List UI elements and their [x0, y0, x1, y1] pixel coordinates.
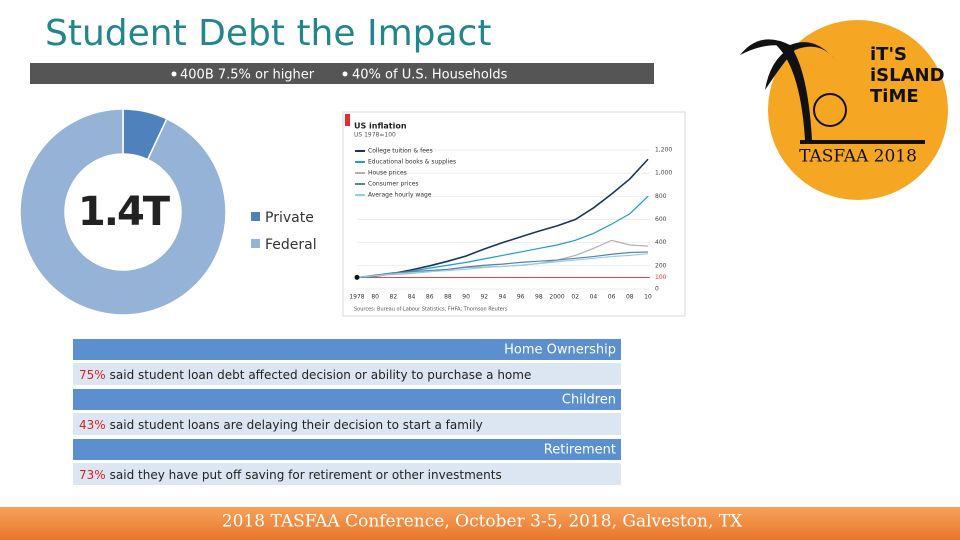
x-tick-label: 08	[626, 294, 634, 301]
ferris-wheel	[813, 93, 847, 127]
legend-label: College tuition & fees	[368, 148, 433, 155]
chart-flag	[345, 114, 350, 126]
logo-line: iSLAND	[870, 65, 945, 86]
banner	[30, 63, 654, 84]
legend-label: Educational books & supplies	[368, 159, 456, 166]
x-tick-label: 04	[590, 294, 598, 301]
x-tick-label: 86	[426, 294, 434, 301]
x-tick-label: 92	[480, 294, 488, 301]
stat-value: 75%	[79, 368, 106, 382]
palm-trunk	[770, 40, 812, 140]
banner-bullet: 40% of U.S. Households	[352, 68, 508, 83]
y-tick-label: 1,200	[655, 147, 672, 154]
logo-line: iT'S	[870, 44, 907, 65]
x-tick-label: 88	[444, 294, 452, 301]
legend-label: Private	[265, 210, 314, 226]
donut-center-label: 1.4T	[78, 189, 171, 235]
x-tick-label: 82	[390, 294, 398, 301]
section-heading: Children	[562, 393, 616, 408]
legend-label: Consumer prices	[368, 181, 419, 188]
section-text: 75% said student loan debt affected decis…	[79, 368, 531, 382]
chart-subtitle: US 1978=100	[354, 132, 396, 139]
stat-text: said student loans are delaying their de…	[110, 418, 483, 432]
section-row	[73, 463, 621, 485]
slide-title: Student Debt the Impact	[45, 13, 491, 54]
banner-bullet: 400B 7.5% or higher	[180, 68, 315, 83]
x-tick-label: 98	[535, 294, 543, 301]
y-tick-label: 0	[655, 286, 659, 293]
section-heading: Home Ownership	[504, 343, 616, 358]
footer-text: 2018 TASFAA Conference, October 3-5, 201…	[222, 512, 743, 532]
y-tick-label: 1,000	[655, 170, 672, 177]
legend-label: House prices	[368, 170, 407, 177]
section-heading: Retirement	[544, 443, 616, 458]
y-tick-label: 400	[655, 239, 667, 246]
stat-value: 73%	[79, 468, 106, 482]
donut-slice	[19, 108, 227, 316]
x-tick-label: 06	[608, 294, 616, 301]
x-tick-label: 02	[571, 294, 579, 301]
y-tick-label: 200	[655, 262, 667, 269]
section-header	[73, 339, 621, 360]
footer-band	[0, 507, 960, 540]
stat-text: said they have put off saving for retire…	[110, 468, 502, 482]
legend-swatch	[251, 239, 260, 248]
x-tick-label: 10	[644, 294, 652, 301]
stat-value: 43%	[79, 418, 106, 432]
y-tick-label: 100	[655, 274, 667, 281]
logo-caption: TASFAA 2018	[799, 147, 917, 167]
legend-swatch	[251, 212, 260, 221]
logo-line: TiME	[870, 86, 919, 107]
chart-source: Sources: Bureau of Labour Statistics; FH…	[354, 307, 508, 313]
section-header	[73, 439, 621, 460]
x-tick-label: 84	[408, 294, 416, 301]
x-tick-label: 94	[499, 294, 507, 301]
pier	[800, 140, 925, 144]
x-tick-label: 90	[462, 294, 470, 301]
legend-label: Federal	[265, 237, 317, 253]
x-tick-label: 80	[371, 294, 379, 301]
series-line	[356, 253, 649, 279]
start-marker	[354, 274, 360, 280]
x-tick-label: 2000	[549, 294, 564, 301]
chart-frame	[342, 111, 686, 317]
logo-circle	[768, 20, 948, 200]
y-tick-label: 600	[655, 216, 667, 223]
section-row	[73, 413, 621, 435]
logo: TASFAA 2018	[740, 20, 948, 200]
x-tick-label: 96	[517, 294, 525, 301]
series-line	[356, 158, 649, 279]
section-text: 43% said student loans are delaying their…	[79, 418, 483, 432]
section-header	[73, 389, 621, 410]
chart-title: US inflation	[354, 122, 407, 131]
series-line	[356, 251, 649, 279]
stat-text: said student loan debt affected decision…	[110, 368, 532, 382]
section-text: 73% said they have put off saving for ret…	[79, 468, 502, 482]
bullet-dot	[171, 71, 177, 77]
section-row	[73, 363, 621, 385]
y-tick-label: 800	[655, 193, 667, 200]
bullet-dot	[342, 71, 348, 77]
legend-label: Average hourly wage	[368, 192, 432, 199]
x-tick-label: 1978	[349, 294, 364, 301]
